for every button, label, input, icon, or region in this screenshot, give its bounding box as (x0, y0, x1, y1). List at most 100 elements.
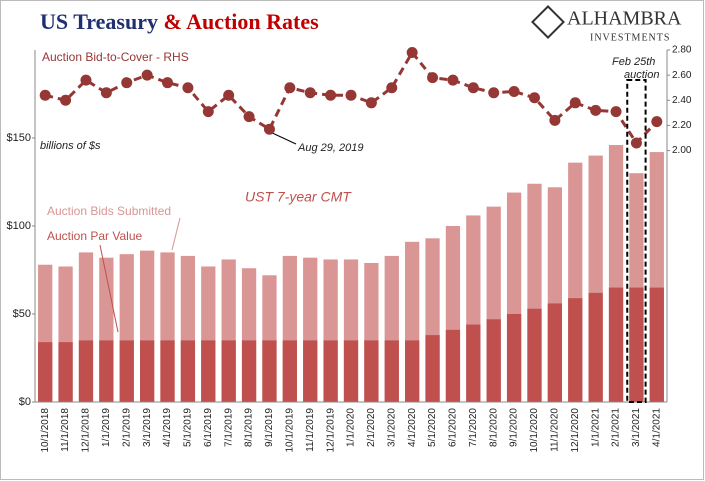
x-tick-label: 8/1/2019 (244, 408, 255, 447)
bar (78, 340, 94, 402)
bar (262, 340, 277, 402)
bar (343, 340, 359, 402)
bar (139, 340, 155, 402)
arrow (99, 244, 119, 333)
x-tick-label: 12/1/2019 (325, 408, 336, 453)
x-tick-label: 5/1/2020 (427, 408, 438, 447)
line-marker (162, 77, 174, 89)
bar (221, 340, 236, 402)
annotation: Feb 25th auction (612, 56, 659, 81)
logo-mark (531, 5, 565, 39)
bar (588, 292, 603, 402)
x-tick-label: 3/1/2019 (142, 408, 153, 447)
x-tick-label: 8/1/2020 (488, 408, 499, 447)
annotation: UST 7-year CMT (245, 189, 352, 205)
bar (160, 340, 175, 402)
line-marker (467, 82, 479, 94)
y2-tick-label: 2.40 (672, 95, 692, 106)
y2-tick-label: 2.00 (672, 145, 692, 156)
x-tick-label: 11/1/2020 (550, 408, 561, 452)
bar (629, 287, 644, 402)
line-marker (345, 89, 357, 101)
annotation: billions of $s (40, 140, 101, 152)
line-marker (549, 114, 561, 126)
line-marker (263, 123, 275, 135)
logo: ALHAMBRA INVESTMENTS (531, 5, 682, 43)
bar (303, 340, 318, 402)
bar (241, 340, 257, 402)
line-marker (651, 116, 663, 128)
x-tick-label: 4/1/2019 (162, 408, 173, 447)
line-marker (528, 92, 540, 104)
line-marker (365, 97, 377, 109)
bar (506, 314, 522, 402)
x-tick-label: 12/1/2018 (81, 408, 92, 453)
line-marker (590, 104, 602, 116)
x-tick-label: 11/1/2018 (60, 408, 71, 452)
chart-title: US Treasury & Auction Rates (40, 9, 319, 34)
y-tick-label: $0 (19, 396, 31, 408)
bar (405, 340, 420, 402)
y2-tick-label: 2.80 (672, 45, 692, 56)
line-marker (386, 82, 398, 94)
bar (58, 342, 73, 402)
line-marker (284, 82, 296, 94)
line-marker (39, 89, 51, 101)
line-marker (610, 106, 622, 118)
bar (547, 303, 563, 402)
line-marker (141, 69, 153, 81)
x-tick-label: 5/1/2019 (183, 408, 194, 447)
y2-tick-label: 2.20 (672, 120, 692, 131)
line-marker (406, 47, 418, 59)
x-tick-label: 3/1/2021 (631, 408, 642, 447)
line-marker (630, 137, 642, 149)
line-marker (100, 87, 112, 99)
x-tick-label: 9/1/2020 (509, 408, 520, 447)
highlight-box (626, 79, 647, 403)
x-tick-label: 11/1/2019 (305, 408, 316, 452)
bar (649, 287, 664, 402)
x-tick-label: 4/1/2021 (651, 408, 662, 447)
y-tick-label: $100 (7, 220, 31, 232)
logo-sub: INVESTMENTS (590, 32, 670, 43)
x-tick-label: 2/1/2021 (611, 408, 622, 447)
x-tick-label: 1/1/2020 (346, 408, 357, 447)
annotation: Auction Bid-to-Cover - RHS (42, 50, 189, 64)
x-tick-label: 7/1/2020 (468, 408, 479, 447)
bar (486, 319, 501, 402)
bar (38, 342, 53, 402)
bar (119, 340, 134, 402)
arrow (171, 217, 181, 251)
x-tick-label: 6/1/2020 (448, 408, 459, 447)
line-marker (325, 89, 337, 101)
line-marker (202, 106, 214, 118)
line-marker (447, 74, 459, 86)
bar (445, 329, 461, 402)
bar (99, 340, 114, 402)
bar (180, 340, 196, 402)
line-marker (223, 89, 235, 101)
x-tick-label: 3/1/2020 (386, 408, 397, 447)
line-marker (121, 77, 133, 89)
x-tick-label: 7/1/2019 (223, 408, 234, 447)
line-marker (427, 72, 439, 84)
x-tick-label: 4/1/2020 (407, 408, 418, 447)
line-marker (60, 94, 72, 106)
x-tick-label: 10/1/2019 (284, 408, 295, 453)
bar (323, 340, 338, 402)
bar (425, 335, 440, 402)
y-tick-label: $50 (13, 308, 31, 320)
x-tick-label: 6/1/2019 (203, 408, 214, 447)
x-tick-label: 12/1/2020 (570, 408, 581, 453)
line-marker (80, 74, 92, 86)
line-marker (304, 87, 316, 99)
legend-label: Auction Par Value (47, 229, 142, 243)
annotation: Aug 29, 2019 (297, 142, 363, 154)
bar (201, 340, 216, 402)
bar (568, 298, 583, 402)
x-tick-label: 2/1/2020 (366, 408, 377, 447)
x-tick-label: 1/1/2019 (101, 408, 112, 447)
x-tick-label: 1/1/2021 (590, 408, 601, 447)
